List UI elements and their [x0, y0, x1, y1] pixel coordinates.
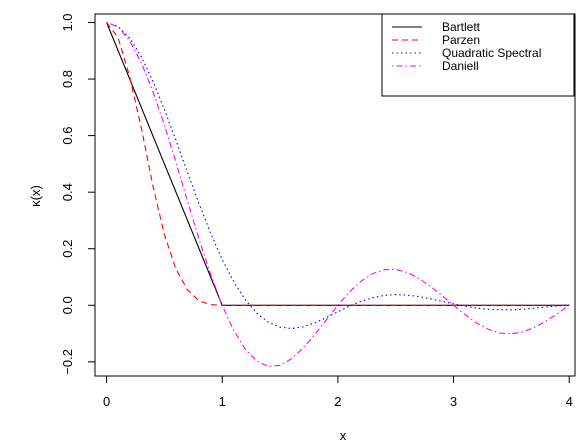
x-tick-label: 3	[450, 394, 457, 409]
x-tick-label: 0	[103, 394, 110, 409]
series-line-parzen	[106, 22, 570, 306]
y-tick-label: 1.0	[60, 13, 75, 31]
x-tick-label: 4	[566, 394, 573, 409]
x-tick-label: 1	[219, 394, 226, 409]
x-axis: 0 1 2 3 4	[103, 375, 573, 409]
y-axis: −0.2 0.0 0.2 0.4 0.6 0.8 1.0	[60, 13, 96, 375]
series-layer	[106, 21, 570, 367]
legend-box	[381, 13, 575, 97]
x-axis-label: x	[340, 428, 347, 443]
y-tick-label: 0.0	[60, 296, 75, 314]
legend-label: Quadratic Spectral	[442, 46, 541, 60]
y-tick-label: 0.4	[60, 183, 75, 201]
x-tick-label: 2	[334, 394, 341, 409]
y-tick-label: 0.2	[60, 240, 75, 258]
legend-label: Parzen	[442, 33, 480, 47]
y-tick-label: 0.6	[60, 127, 75, 145]
y-tick-label: −0.2	[60, 349, 75, 375]
legend-label: Bartlett	[442, 20, 481, 34]
y-axis-label: κ(x)	[28, 185, 43, 207]
legend-label: Daniell	[442, 59, 479, 73]
y-tick-label: 0.8	[60, 70, 75, 88]
